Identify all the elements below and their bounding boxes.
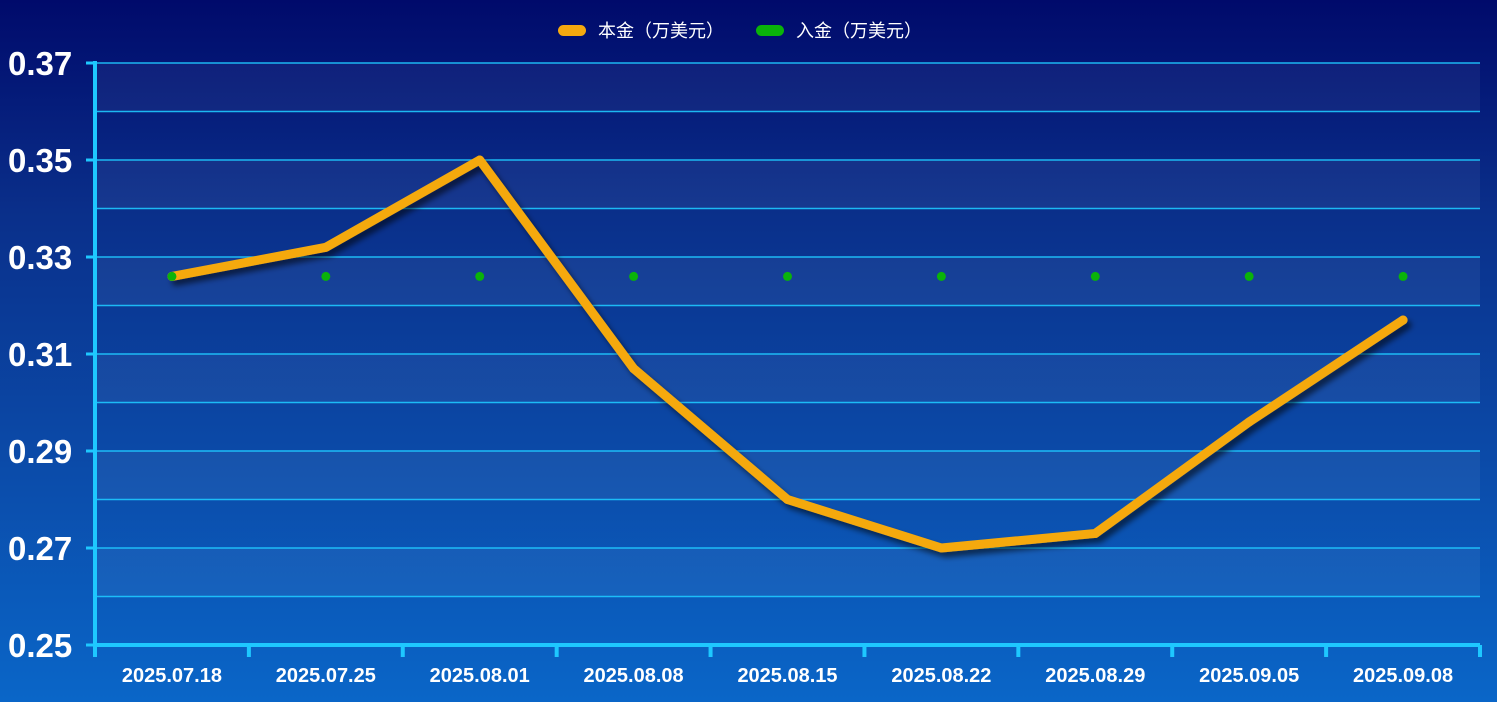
data-point-deposit <box>1244 271 1254 281</box>
legend: 本金（万美元） 入金（万美元） <box>558 21 922 42</box>
series-lines <box>167 155 1408 553</box>
data-point-principal <box>783 495 792 504</box>
grid-band <box>95 160 1480 209</box>
y-tick-label: 0.35 <box>8 142 72 179</box>
gridlines <box>95 62 1480 598</box>
data-point-principal <box>629 364 639 374</box>
grid-band <box>95 548 1480 597</box>
x-tick-label: 2025.07.25 <box>276 665 376 687</box>
x-tick-label: 2025.09.08 <box>1353 665 1453 687</box>
legend-label-principal: 本金（万美元） <box>598 21 724 42</box>
x-tick-label: 2025.09.05 <box>1199 665 1299 687</box>
x-tick-label: 2025.08.22 <box>891 665 991 687</box>
legend-swatch-principal <box>558 25 586 36</box>
data-point-deposit <box>629 271 639 281</box>
data-point-deposit <box>936 271 946 281</box>
grid-band <box>95 354 1480 403</box>
y-tick-label: 0.25 <box>8 627 72 664</box>
plot-background-bands <box>95 63 1480 597</box>
y-tick-label: 0.33 <box>8 239 72 276</box>
y-tick-label: 0.27 <box>8 530 72 567</box>
data-point-deposit <box>1398 271 1408 281</box>
x-axis-tick-labels: 2025.07.18 2025.07.25 2025.08.01 2025.08.08… <box>122 665 1453 687</box>
y-tick-label: 0.37 <box>8 45 72 82</box>
data-point-principal <box>475 155 485 165</box>
grid-band <box>95 451 1480 500</box>
x-tick-label: 2025.08.08 <box>584 665 684 687</box>
data-point-principal <box>1244 417 1254 427</box>
data-point-principal <box>1090 528 1100 538</box>
y-tick-label: 0.29 <box>8 433 72 470</box>
data-point-principal <box>321 242 331 252</box>
y-tick-label: 0.31 <box>8 336 72 373</box>
data-point-deposit <box>1090 271 1100 281</box>
data-point-deposit <box>783 271 792 281</box>
grid-band <box>95 63 1480 112</box>
x-tick-label: 2025.08.29 <box>1045 665 1145 687</box>
x-tick-label: 2025.08.01 <box>430 665 530 687</box>
legend-item-principal[interactable]: 本金（万美元） <box>558 21 724 42</box>
legend-item-deposit[interactable]: 入金（万美元） <box>756 21 922 42</box>
data-point-deposit <box>167 271 177 281</box>
data-point-principal <box>1398 315 1408 325</box>
data-point-principal <box>936 543 946 553</box>
x-tick-label: 2025.08.15 <box>737 665 837 687</box>
data-point-deposit <box>475 271 485 281</box>
grid-band <box>95 257 1480 306</box>
data-point-deposit <box>321 271 331 281</box>
x-tick-label: 2025.07.18 <box>122 665 222 687</box>
axes <box>86 61 1482 657</box>
legend-label-deposit: 入金（万美元） <box>796 21 922 42</box>
y-axis-tick-labels: 0.37 0.35 0.33 0.31 0.29 0.27 0.25 <box>8 45 72 664</box>
legend-swatch-deposit <box>756 25 784 36</box>
